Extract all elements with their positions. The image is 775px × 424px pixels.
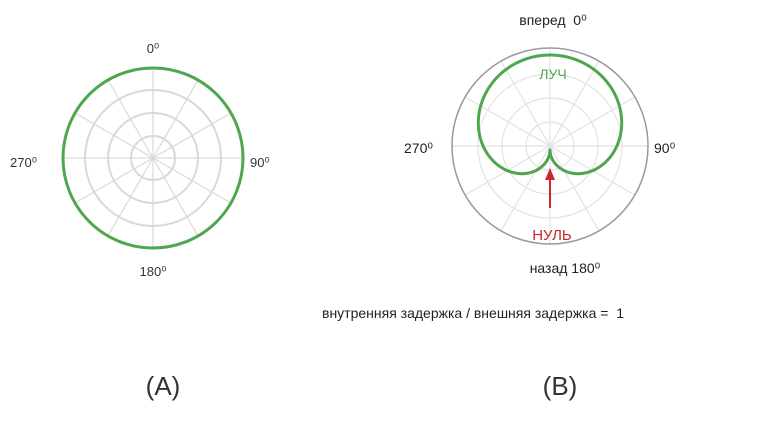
panel-b-label-90: 90⁰ xyxy=(654,140,676,156)
panel-a-label-180: 180⁰ xyxy=(140,264,167,279)
panel-b: вперед 0⁰ 90⁰ назад 180⁰ 270⁰ ЛУЧ НУЛЬ в… xyxy=(322,12,676,401)
panel-b-label-rear-180: назад 180⁰ xyxy=(530,260,601,276)
delay-ratio-label: внутренняя задержка / внешняя задержка =… xyxy=(322,305,624,321)
null-label: НУЛЬ xyxy=(532,227,572,244)
panel-a-label-0: 0⁰ xyxy=(147,41,159,56)
grid-spokes xyxy=(62,67,244,249)
panel-a-grid xyxy=(62,67,244,249)
panel-a-label-270: 270⁰ xyxy=(10,155,37,170)
panel-b-grid xyxy=(452,48,648,244)
omni-pattern-curve xyxy=(61,66,245,250)
null-arrow xyxy=(545,168,555,208)
panel-a: 0⁰ 90⁰ 180⁰ 270⁰ (A) xyxy=(10,41,270,401)
grid-spokes xyxy=(452,48,648,244)
cardioid-pattern-curve xyxy=(476,53,624,176)
beam-label: ЛУЧ xyxy=(539,66,566,82)
panel-a-caption: (A) xyxy=(146,371,181,401)
panel-a-label-90: 90⁰ xyxy=(250,155,270,170)
panel-b-label-front-0: вперед 0⁰ xyxy=(519,12,587,28)
panel-b-caption: (B) xyxy=(543,371,578,401)
panel-b-label-270: 270⁰ xyxy=(404,140,433,156)
outer-boundary-circle xyxy=(451,47,649,245)
